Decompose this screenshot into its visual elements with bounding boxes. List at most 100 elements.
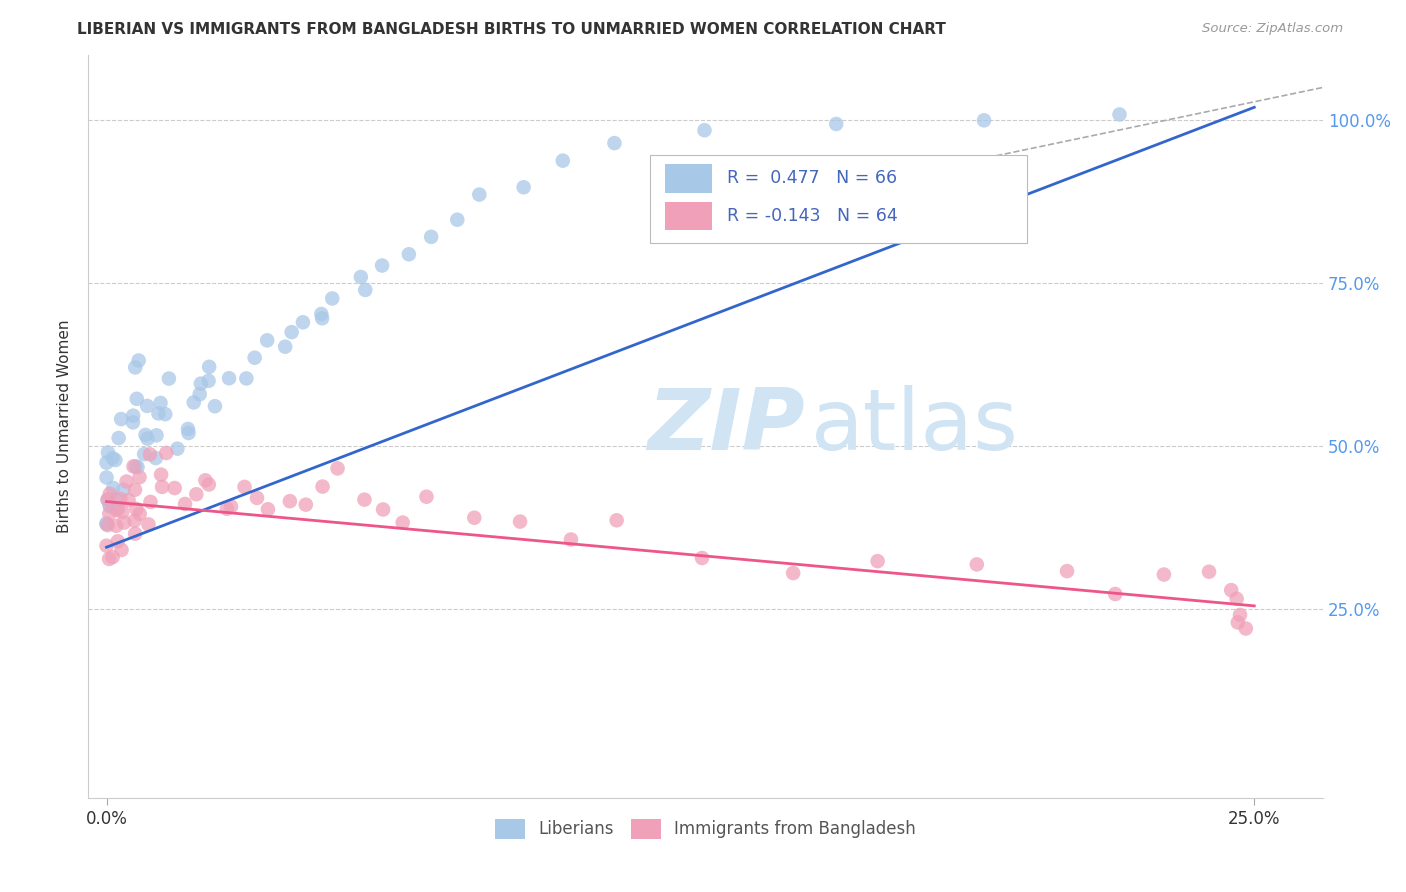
Point — [866, 554, 889, 568]
Point — [96, 539, 118, 553]
Point — [138, 517, 160, 532]
Point — [101, 451, 124, 466]
Point — [1104, 587, 1126, 601]
Point — [198, 477, 221, 491]
Point — [150, 480, 173, 494]
Point — [98, 507, 121, 521]
Point — [1198, 565, 1220, 579]
Point — [551, 153, 574, 168]
Point — [256, 334, 278, 348]
Point — [1220, 583, 1243, 598]
Point — [166, 442, 188, 456]
Point — [398, 247, 420, 261]
Point — [243, 351, 266, 365]
Point — [291, 315, 314, 329]
Point — [391, 516, 413, 530]
Point — [98, 500, 121, 514]
Point — [509, 515, 531, 529]
Point — [1108, 107, 1130, 121]
Point — [124, 360, 146, 375]
Point — [136, 432, 159, 446]
Point — [128, 507, 150, 521]
Point — [96, 516, 118, 531]
Point — [235, 371, 257, 385]
Point — [174, 497, 197, 511]
Point — [110, 543, 132, 558]
Point — [105, 503, 128, 517]
Point — [194, 473, 217, 487]
Text: R = -0.143   N = 64: R = -0.143 N = 64 — [727, 207, 897, 225]
FancyBboxPatch shape — [665, 164, 711, 193]
Point — [117, 493, 139, 508]
Point — [603, 136, 626, 150]
Point — [188, 387, 211, 401]
Point — [110, 412, 132, 426]
Text: R =  0.477   N = 66: R = 0.477 N = 66 — [727, 169, 897, 187]
Point — [98, 487, 121, 501]
Point — [122, 409, 145, 423]
Point — [136, 399, 159, 413]
Point — [155, 407, 177, 421]
Point — [197, 374, 219, 388]
Point — [512, 180, 534, 194]
Point — [96, 470, 118, 484]
Text: LIBERIAN VS IMMIGRANTS FROM BANGLADESH BIRTHS TO UNMARRIED WOMEN CORRELATION CHA: LIBERIAN VS IMMIGRANTS FROM BANGLADESH B… — [77, 22, 946, 37]
Point — [101, 549, 124, 564]
Point — [606, 513, 628, 527]
Point — [115, 475, 138, 489]
Point — [124, 526, 146, 541]
Point — [112, 483, 135, 497]
Point — [280, 325, 302, 339]
Y-axis label: Births to Unmarried Women: Births to Unmarried Women — [58, 320, 72, 533]
Point — [693, 123, 716, 137]
Legend: Liberians, Immigrants from Bangladesh: Liberians, Immigrants from Bangladesh — [489, 812, 922, 846]
Point — [825, 117, 848, 131]
Point — [326, 461, 349, 475]
Point — [1153, 567, 1175, 582]
Point — [420, 230, 443, 244]
Point — [112, 516, 135, 530]
FancyBboxPatch shape — [650, 155, 1026, 244]
Point — [468, 187, 491, 202]
Point — [139, 447, 162, 461]
Point — [274, 340, 297, 354]
Point — [127, 460, 149, 475]
Point — [97, 492, 120, 507]
Point — [139, 495, 162, 509]
Point — [415, 490, 437, 504]
Point — [350, 270, 373, 285]
Point — [1226, 591, 1249, 606]
Point — [1234, 622, 1257, 636]
Point — [163, 481, 186, 495]
Point — [145, 428, 167, 442]
Point — [145, 451, 167, 466]
Point — [246, 491, 269, 505]
Point — [111, 505, 134, 519]
Point — [1229, 607, 1251, 622]
Point — [125, 392, 148, 406]
Point — [148, 406, 170, 420]
Point — [105, 518, 128, 533]
Point — [186, 487, 208, 501]
Point — [782, 566, 804, 580]
Point — [183, 395, 205, 409]
Point — [128, 353, 150, 368]
Point — [97, 445, 120, 459]
Text: Source: ZipAtlas.com: Source: ZipAtlas.com — [1202, 22, 1343, 36]
Point — [371, 259, 394, 273]
Point — [150, 467, 173, 482]
Point — [104, 453, 127, 467]
Point — [107, 534, 129, 549]
Point — [1226, 615, 1249, 630]
Point — [110, 491, 132, 506]
Point — [104, 492, 127, 507]
Point — [354, 283, 377, 297]
Point — [96, 517, 118, 532]
Point — [124, 483, 146, 497]
Point — [278, 494, 301, 508]
Point — [321, 292, 343, 306]
Text: ZIP: ZIP — [647, 385, 804, 468]
Point — [560, 533, 582, 547]
Point — [103, 481, 125, 495]
Point — [204, 399, 226, 413]
